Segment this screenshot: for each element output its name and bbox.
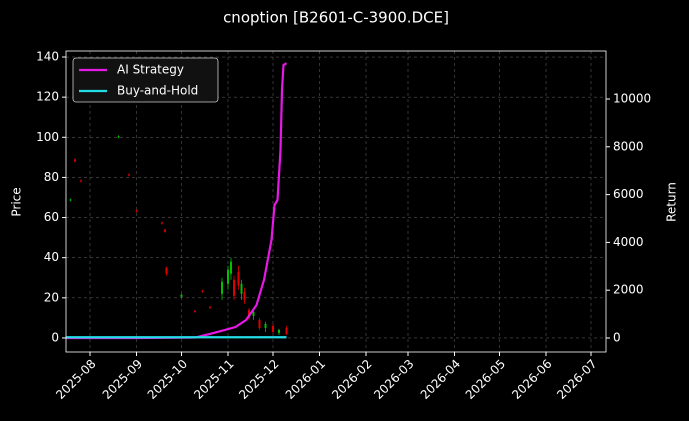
candle-body [74,159,76,162]
candle-body [221,281,223,294]
y2-tick-label: 0 [613,330,621,344]
y-tick-label: 0 [51,330,59,344]
y2-tick-label: 10000 [613,91,651,105]
y-tick-label: 80 [44,170,59,184]
y-tick-label: 60 [44,210,59,224]
y2-tick-label: 8000 [613,139,644,153]
candle-body [237,271,240,286]
candle-body [240,283,243,294]
y2-tick-label: 6000 [613,187,644,201]
candle-body [264,323,267,328]
candle-body [272,325,274,332]
candle-body [278,329,280,333]
chart-title: cnoption [B2601-C-3900.DCE] [223,9,449,27]
legend-label: AI Strategy [117,63,184,77]
y-tick-label: 20 [44,290,59,304]
line-series [66,62,288,340]
candle-body [128,174,130,176]
y2-tick-label: 2000 [613,283,644,297]
candle-body [194,310,196,312]
candle-body [69,199,72,201]
candle-body [80,180,82,182]
y-tick-label: 140 [36,50,59,64]
plot-frame [65,50,607,353]
candle-body [252,311,255,316]
legend-box [72,57,219,103]
candle-body [230,261,232,274]
candle-body [227,269,229,284]
y-tick-label: 120 [36,90,59,104]
candle-body [233,279,235,296]
candle-body [258,319,261,328]
candle-body [165,267,168,274]
legend-label: Buy-and-Hold [117,84,198,98]
y-tick-label: 100 [36,130,59,144]
candle-body [201,290,204,292]
candle-body [285,327,288,334]
candle-body [243,291,246,300]
candle-body [180,294,183,297]
y-tick-label: 40 [44,250,59,264]
candle-body [135,210,138,212]
candle-body [209,306,211,308]
y2-axis-label: Return [665,182,679,222]
candle-body [161,222,163,224]
y-axis-label: Price [10,187,24,216]
candle-body [117,136,120,138]
y2-tick-label: 4000 [613,235,644,249]
candle-body [164,229,166,232]
